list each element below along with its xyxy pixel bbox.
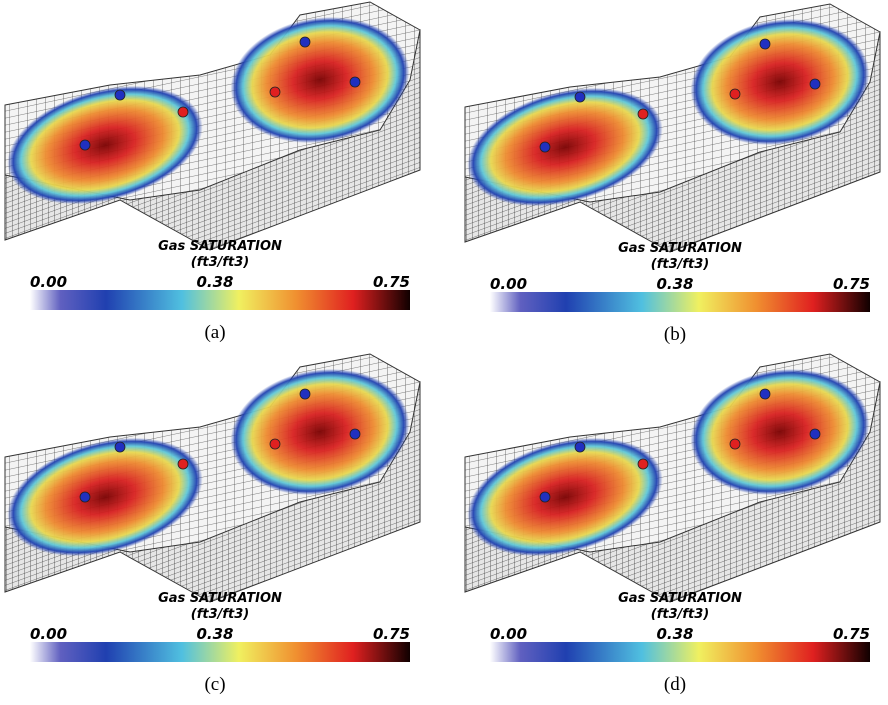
colorbar-tick-label: 0.38: [196, 625, 233, 643]
well: [730, 89, 740, 99]
caption: (c): [204, 674, 225, 695]
colorbar-tick-label: 0.38: [196, 273, 233, 291]
caption: (b): [664, 324, 686, 345]
well: [760, 389, 770, 399]
colorbar-tick-label: 0.00: [30, 625, 67, 643]
well: [540, 492, 550, 502]
well: [80, 492, 90, 502]
colorbar: [30, 642, 410, 662]
colorbar-unit: (ft3/ft3): [191, 255, 249, 270]
well: [270, 87, 280, 97]
colorbar-tick-label: 0.38: [656, 625, 693, 643]
figure: Gas SATURATION(ft3/ft3)0.000.380.75(a)Ga…: [0, 0, 888, 705]
well: [115, 442, 125, 452]
colorbar-tick-label: 0.00: [490, 625, 527, 643]
colorbar-unit: (ft3/ft3): [651, 607, 709, 622]
colorbar-title: Gas SATURATION: [618, 241, 742, 256]
well: [300, 389, 310, 399]
colorbar-title: Gas SATURATION: [158, 591, 282, 606]
well: [540, 142, 550, 152]
colorbar: [490, 292, 870, 312]
panel: Gas SATURATION(ft3/ft3) 0.00 0.38 0.75 (d): [454, 354, 880, 695]
well: [730, 439, 740, 449]
well: [300, 37, 310, 47]
colorbar-tick-label: 0.75: [833, 275, 870, 293]
colorbar-tick-label: 0.75: [373, 273, 410, 291]
well: [575, 92, 585, 102]
well: [810, 429, 820, 439]
well: [760, 39, 770, 49]
well: [638, 459, 648, 469]
colorbar-tick-label: 0.75: [833, 625, 870, 643]
colorbar-tick-label: 0.75: [373, 625, 410, 643]
colorbar-tick-label: 0.38: [656, 275, 693, 293]
panel: Gas SATURATION(ft3/ft3) 0.00 0.38 0.75 (b): [454, 4, 880, 345]
well: [178, 107, 188, 117]
well: [115, 90, 125, 100]
well: [80, 140, 90, 150]
colorbar-title: Gas SATURATION: [158, 239, 282, 254]
well: [350, 77, 360, 87]
colorbar-unit: (ft3/ft3): [191, 607, 249, 622]
panel: Gas SATURATION(ft3/ft3) 0.00 0.38 0.75 (a): [0, 2, 420, 343]
well: [350, 429, 360, 439]
colorbar-unit: (ft3/ft3): [651, 257, 709, 272]
well: [270, 439, 280, 449]
well: [638, 109, 648, 119]
colorbar: [490, 642, 870, 662]
well: [810, 79, 820, 89]
colorbar: [30, 290, 410, 310]
well: [178, 459, 188, 469]
caption: (d): [664, 674, 686, 695]
colorbar-tick-label: 0.00: [30, 273, 67, 291]
caption: (a): [204, 322, 225, 343]
panel: Gas SATURATION(ft3/ft3) 0.00 0.38 0.75 (c): [0, 354, 420, 695]
figure-canvas: Gas SATURATION(ft3/ft3)0.000.380.75(a)Ga…: [0, 0, 888, 705]
colorbar-tick-label: 0.00: [490, 275, 527, 293]
well: [575, 442, 585, 452]
colorbar-title: Gas SATURATION: [618, 591, 742, 606]
